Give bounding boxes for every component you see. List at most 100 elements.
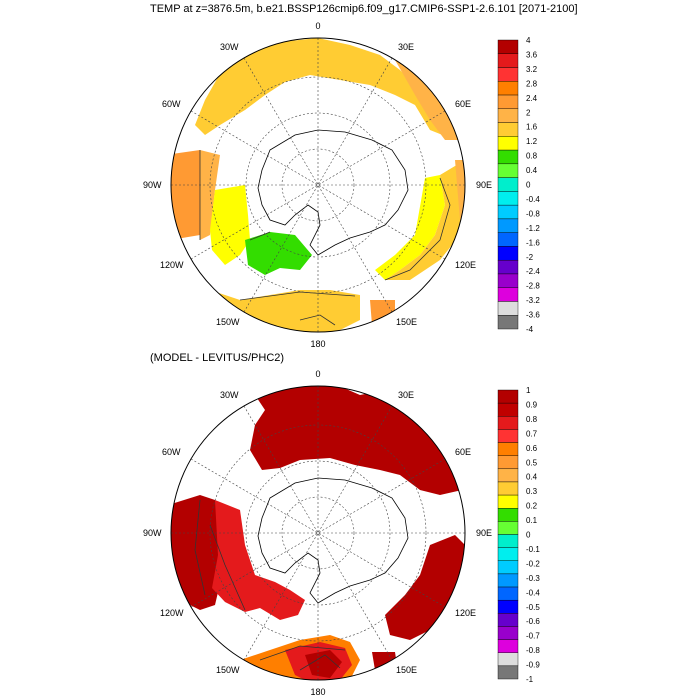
top-colorbar-label: 3.6 xyxy=(526,50,538,59)
bottom-colorbar-box xyxy=(497,481,519,496)
bottom-colorbar-label: -1 xyxy=(526,675,534,684)
top-lon-0: 0 xyxy=(315,21,320,31)
bottom-contour xyxy=(194,499,346,671)
top-colorbar-box xyxy=(497,67,519,82)
top-colorbar-box xyxy=(497,246,519,261)
bottom-lon-150e: 150E xyxy=(396,665,417,675)
bottom-colorbar-box xyxy=(497,416,519,430)
bottom-colorbar-box xyxy=(497,468,519,483)
bottom-colorbar-label: -0.4 xyxy=(526,588,540,597)
bottom-colorbar-box xyxy=(497,455,519,470)
bottom-colorbar-box xyxy=(497,547,519,561)
top-lon-120e: 120E xyxy=(455,260,476,270)
top-colorbar-box xyxy=(497,218,519,233)
top-map-border xyxy=(170,37,466,333)
top-colorbar-label: -3.6 xyxy=(526,311,540,320)
bottom-graticule xyxy=(171,386,465,680)
top-colorbar-box xyxy=(497,39,519,54)
bottom-colorbar-label: 0 xyxy=(526,531,531,540)
bottom-colorbar-box xyxy=(497,402,519,417)
top-field-yellow-e xyxy=(375,175,445,280)
bottom-polar-map: 0 30E 60E 90E 120E 150E 180 150W 120W 90… xyxy=(143,369,540,697)
top-lon-90w: 90W xyxy=(143,180,162,190)
bottom-lon-60w: 60W xyxy=(162,447,181,457)
top-field-green-sw xyxy=(245,232,312,275)
bottom-colorbar-label: -0.7 xyxy=(526,632,540,641)
top-colorbar-box xyxy=(497,81,519,96)
top-lon-60w: 60W xyxy=(162,99,181,109)
top-colorbar-label: 0.4 xyxy=(526,166,538,175)
top-colorbar-label: -2.8 xyxy=(526,282,540,291)
bottom-colorbar-label: 0.9 xyxy=(526,400,538,409)
bottom-colorbar-label: 0.1 xyxy=(526,516,538,525)
top-colorbar-box xyxy=(497,122,519,137)
top-colorbar-label: -2 xyxy=(526,253,534,262)
top-colorbar-label: 0 xyxy=(526,181,531,190)
top-colorbar-label: -2.4 xyxy=(526,267,540,276)
bottom-colorbar-label: 0.6 xyxy=(526,444,538,453)
bottom-lon-150w: 150W xyxy=(216,665,240,675)
bottom-colorbar-box xyxy=(497,586,519,601)
top-colorbar-label: 1.6 xyxy=(526,123,538,132)
bottom-field-darkred-w xyxy=(171,495,225,610)
top-colorbar-label: -4 xyxy=(526,325,534,334)
top-field-orange-w xyxy=(200,150,220,240)
top-lon-120w: 120W xyxy=(160,260,184,270)
top-colorbar-box xyxy=(497,149,519,165)
bottom-colorbar-box xyxy=(497,494,519,509)
top-colorbar-box xyxy=(497,301,519,316)
top-colorbar-label: 3.2 xyxy=(526,65,538,74)
bottom-lon-180: 180 xyxy=(310,687,325,697)
bottom-colorbar-box xyxy=(497,626,519,640)
top-colorbar-box xyxy=(497,136,519,151)
bottom-colorbar-label: 0.7 xyxy=(526,429,538,438)
bottom-field-red-w xyxy=(212,500,305,620)
bottom-colorbar-box xyxy=(497,573,519,588)
bottom-lon-30w: 30W xyxy=(220,390,239,400)
bottom-colorbar: 1 0.9 0.8 0.7 0.6 0.5 0.4 0.3 0.2 0.1 0 -0.1 -0.2 -0.… xyxy=(497,386,540,684)
top-lon-180: 180 xyxy=(310,339,325,349)
top-colorbar-label: 1.2 xyxy=(526,137,538,146)
top-colorbar-box xyxy=(497,94,519,110)
bottom-colorbar-label: -0.3 xyxy=(526,574,540,583)
bottom-colorbar-box xyxy=(497,665,519,680)
bottom-colorbar-label: -0.2 xyxy=(526,559,540,568)
bottom-colorbar-box xyxy=(497,534,519,548)
bottom-colorbar-box xyxy=(497,508,519,522)
top-colorbar-box xyxy=(497,191,519,206)
bottom-colorbar-label: -0.6 xyxy=(526,617,540,626)
top-contour xyxy=(199,150,451,326)
bottom-colorbar-label: -0.9 xyxy=(526,661,540,670)
bottom-lon-30e: 30E xyxy=(398,390,414,400)
top-colorbar-label: 2.4 xyxy=(526,94,538,103)
top-polar-map: 0 30E 60E 90E 120E 150E 180 150W 120W 90… xyxy=(143,21,540,349)
top-field-orange-ne xyxy=(395,60,460,140)
bottom-colorbar-label: -0.1 xyxy=(526,545,540,554)
top-colorbar-label: 2 xyxy=(526,108,531,117)
top-field-orange-e xyxy=(385,160,465,280)
bottom-lon-60e: 60E xyxy=(455,447,471,457)
top-lon-30w: 30W xyxy=(220,42,239,52)
top-colorbar-box xyxy=(497,53,519,68)
top-colorbar: 4 3.6 3.2 2.8 2.4 2 1.6 1.2 0.8 0.4 0 -0.4 -0.8 -1.2 -… xyxy=(497,36,540,334)
top-lon-60e: 60E xyxy=(455,99,471,109)
top-colorbar-label: -0.4 xyxy=(526,195,540,204)
top-colorbar-label: -1.2 xyxy=(526,224,540,233)
top-field-yellow-w xyxy=(210,185,250,265)
top-colorbar-box xyxy=(497,273,519,288)
bottom-colorbar-label: 0.5 xyxy=(526,458,538,467)
bottom-colorbar-box xyxy=(497,442,519,456)
bottom-lon-90w: 90W xyxy=(143,528,162,538)
top-field-dark-orange-w xyxy=(171,150,200,240)
top-colorbar-box xyxy=(497,287,519,302)
bottom-colorbar-box xyxy=(497,652,519,667)
top-field-orange-e2 xyxy=(455,160,465,220)
main-title: TEMP at z=3876.5m, b.e21.BSSP126cmip6.f0… xyxy=(150,3,578,15)
bottom-colorbar-label: -0.8 xyxy=(526,646,540,655)
bottom-colorbar-box xyxy=(497,560,519,575)
bottom-field-darkred-s xyxy=(305,650,342,678)
bottom-map-border xyxy=(170,385,466,681)
bottom-colorbar-box xyxy=(497,613,519,627)
bottom-colorbar-label: -0.5 xyxy=(526,603,540,612)
